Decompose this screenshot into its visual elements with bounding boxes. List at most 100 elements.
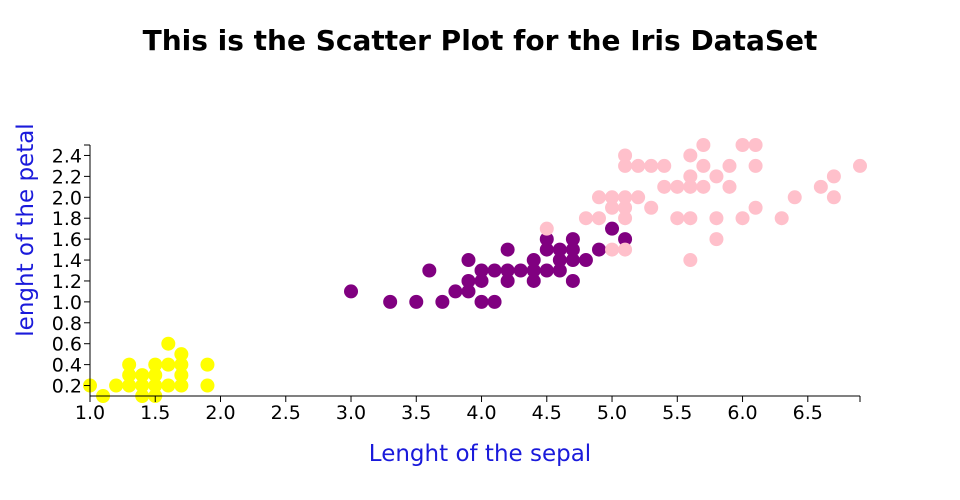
y-tick-label: 1.4 [52, 250, 82, 272]
y-axis: 0.20.40.60.81.01.21.41.61.82.02.22.4 [52, 144, 91, 398]
x-tick-label: 3.0 [336, 402, 366, 424]
data-point [683, 179, 698, 194]
data-point [474, 273, 489, 288]
x-tick-label: 1.0 [75, 402, 105, 424]
data-point [148, 368, 163, 383]
data-point [683, 148, 698, 163]
data-point [709, 211, 724, 226]
data-point [591, 211, 606, 226]
data-point [644, 158, 659, 173]
y-tick-label: 1.6 [52, 229, 82, 251]
data-point [122, 378, 137, 393]
data-point [709, 169, 724, 184]
y-tick-label: 2.4 [52, 145, 82, 167]
data-point [552, 263, 567, 278]
data-point [565, 242, 580, 257]
data-point [683, 169, 698, 184]
data-point [487, 294, 502, 309]
data-point [722, 158, 737, 173]
data-point [200, 378, 215, 393]
x-tick-label: 6.0 [727, 402, 757, 424]
data-point [605, 200, 620, 215]
data-point [526, 253, 541, 268]
data-point [787, 190, 802, 205]
data-point [578, 253, 593, 268]
data-point [605, 190, 620, 205]
data-point [461, 273, 476, 288]
data-point [696, 158, 711, 173]
data-point [591, 242, 606, 257]
data-point [565, 232, 580, 247]
data-point [135, 378, 150, 393]
data-point [618, 148, 633, 163]
data-point [670, 211, 685, 226]
data-point [748, 138, 763, 152]
x-axis-label: Lenght of the sepal [368, 441, 592, 467]
data-point [109, 378, 124, 393]
data-point [631, 158, 646, 173]
data-point [174, 378, 189, 393]
x-axis: 1.0 1.5 2.0 2.5 3.0 3.5 4.0 4.5 5.0 5.5 6.0 6.5 [75, 395, 861, 424]
data-point [161, 336, 176, 351]
data-point [487, 263, 502, 278]
points-layer [83, 138, 867, 403]
data-point [696, 179, 711, 194]
data-point [500, 263, 515, 278]
data-point [539, 232, 554, 247]
data-point [591, 190, 606, 205]
data-point [552, 253, 567, 268]
data-point [461, 284, 476, 299]
x-tick-label: 2.0 [205, 402, 235, 424]
data-point [735, 138, 750, 152]
data-point [409, 294, 424, 309]
y-tick-label: 1.8 [52, 208, 82, 230]
y-tick-label: 0.8 [52, 313, 82, 335]
data-point [748, 158, 763, 173]
data-point [748, 200, 763, 215]
data-point [853, 158, 867, 173]
data-point [657, 179, 672, 194]
data-point [696, 138, 711, 152]
data-point [474, 294, 489, 309]
data-point [539, 242, 554, 257]
data-point [344, 284, 359, 299]
data-point [565, 273, 580, 288]
data-point [148, 357, 163, 372]
data-point [605, 221, 620, 236]
y-tick-label: 0.6 [52, 334, 82, 356]
data-point [618, 232, 633, 247]
data-point [474, 263, 489, 278]
data-point [526, 273, 541, 288]
data-point [500, 273, 515, 288]
data-point [735, 211, 750, 226]
data-point [644, 200, 659, 215]
data-point [826, 169, 841, 184]
y-tick-label: 0.4 [52, 355, 82, 377]
data-point [618, 211, 633, 226]
data-point [618, 190, 633, 205]
data-point [174, 368, 189, 383]
y-tick-label: 2.2 [52, 166, 82, 188]
data-point [709, 232, 724, 247]
data-point [565, 253, 580, 268]
y-tick-label: 0.2 [52, 376, 82, 398]
data-point [161, 378, 176, 393]
data-point [552, 242, 567, 257]
y-tick-label: 2.0 [52, 187, 82, 209]
data-point [461, 253, 476, 268]
x-tick-label: 4.5 [532, 402, 562, 424]
x-tick-label: 6.5 [793, 402, 823, 424]
x-tick-label: 3.5 [401, 402, 431, 424]
chart-title: This is the Scatter Plot for the Iris Da… [142, 24, 818, 57]
data-point [683, 253, 698, 268]
data-point [161, 357, 176, 372]
y-tick-label: 1.2 [52, 271, 82, 293]
data-point [135, 368, 150, 383]
data-point [174, 347, 189, 362]
data-point [578, 211, 593, 226]
data-point [670, 179, 685, 194]
data-point [148, 378, 163, 393]
data-point [618, 158, 633, 173]
y-tick-label: 1.0 [52, 292, 82, 314]
